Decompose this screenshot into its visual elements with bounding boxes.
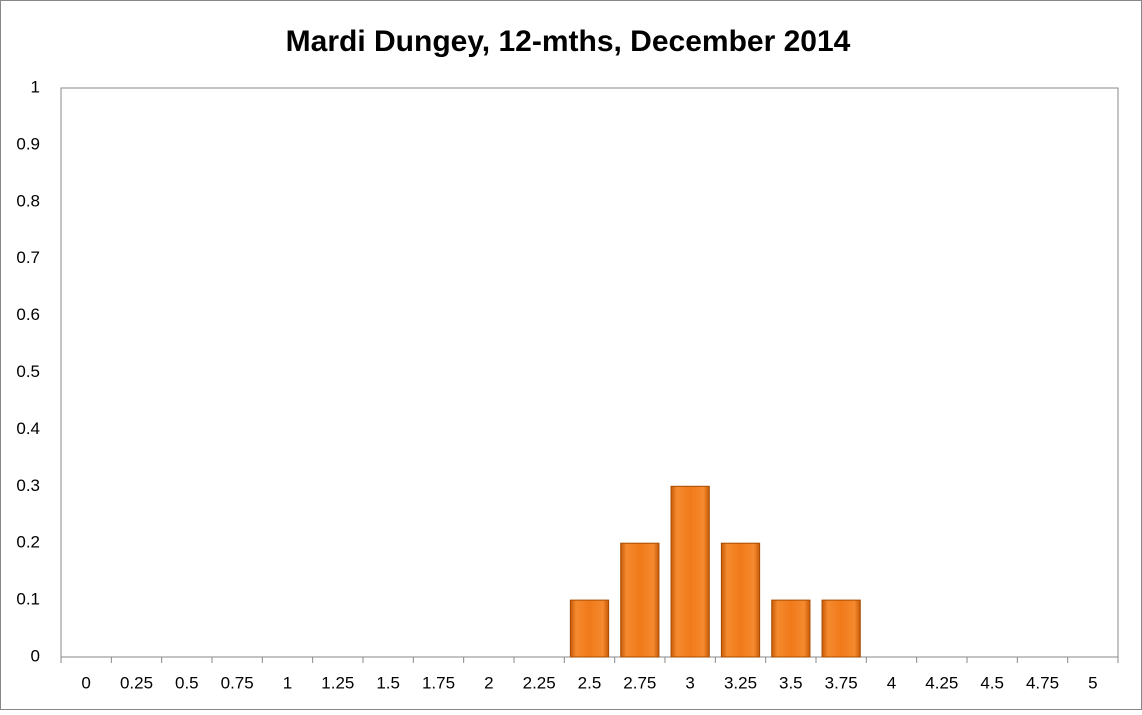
y-tick-label: 0.2	[16, 533, 40, 552]
x-tick-label: 0	[81, 673, 90, 692]
x-tick-label: 3	[685, 673, 694, 692]
y-tick-label: 0.7	[16, 248, 40, 267]
x-tick-label: 0.25	[120, 673, 153, 692]
y-tick-label: 0.9	[16, 134, 40, 153]
x-tick-label: 2.5	[578, 673, 602, 692]
x-tick-label: 0.75	[221, 673, 254, 692]
bar	[720, 542, 761, 658]
x-tick-label: 1.25	[321, 673, 354, 692]
x-tick-label: 2.25	[523, 673, 556, 692]
y-tick-label: 0.4	[16, 419, 40, 438]
x-tick-label: 4.5	[980, 673, 1004, 692]
x-tick-label: 3.75	[825, 673, 858, 692]
bar	[670, 485, 710, 658]
x-tick-label: 2	[484, 673, 493, 692]
y-tick-label: 0.6	[16, 305, 40, 324]
x-tick-label: 3.5	[779, 673, 803, 692]
x-tick-label: 1.75	[422, 673, 455, 692]
x-tick-label: 1.5	[376, 673, 400, 692]
x-tick-label: 1	[283, 673, 292, 692]
y-tick-label: 0	[31, 646, 40, 665]
y-tick-label: 0.5	[16, 362, 40, 381]
chart-title: Mardi Dungey, 12-mths, December 2014	[286, 25, 851, 58]
x-tick-label: 4.25	[925, 673, 958, 692]
y-tick-label: 0.3	[16, 476, 40, 495]
x-tick-label: 0.5	[175, 673, 199, 692]
y-tick-label: 1	[31, 77, 40, 96]
x-tick-label: 2.75	[623, 673, 656, 692]
x-tick-label: 5	[1088, 673, 1097, 692]
x-tick-label: 4.75	[1026, 673, 1059, 692]
y-tick-label: 0.8	[16, 191, 40, 210]
bar	[771, 599, 811, 658]
bar	[620, 542, 660, 658]
bar	[569, 599, 610, 658]
bar	[821, 599, 861, 658]
x-tick-label: 4	[887, 673, 896, 692]
y-tick-label: 0.1	[16, 590, 40, 609]
x-tick-label: 3.25	[724, 673, 757, 692]
